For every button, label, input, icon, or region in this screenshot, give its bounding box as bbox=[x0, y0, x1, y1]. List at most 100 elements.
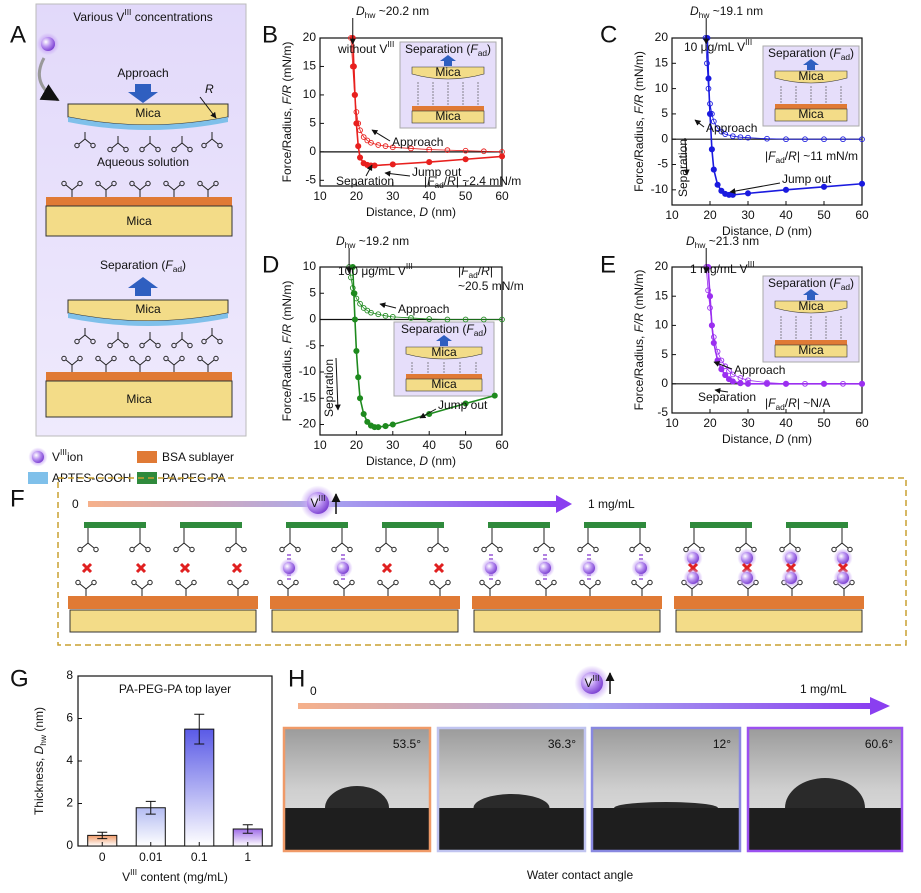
oxygen bbox=[831, 546, 837, 553]
bond bbox=[581, 542, 589, 549]
radius-label: R bbox=[205, 82, 214, 96]
data-point bbox=[360, 305, 367, 311]
data-point bbox=[840, 136, 846, 143]
x-tick-label: 30 bbox=[741, 208, 755, 222]
bond bbox=[173, 359, 181, 366]
y-tick-label: 0 bbox=[661, 376, 668, 390]
legend-swatch bbox=[28, 472, 48, 484]
y-axis-label-part: F/R bbox=[632, 313, 646, 333]
data-point bbox=[820, 380, 828, 387]
data-point bbox=[426, 159, 433, 166]
data-point bbox=[426, 316, 433, 322]
inset-arrow bbox=[803, 289, 819, 300]
y-tick-label: 2 bbox=[66, 796, 73, 810]
bond bbox=[489, 583, 497, 590]
adhesion-label-part: / bbox=[478, 264, 482, 278]
ion bbox=[687, 572, 699, 584]
inset-title-part: F bbox=[470, 42, 478, 56]
x-tick-label: 50 bbox=[459, 438, 473, 452]
data-point bbox=[726, 368, 732, 374]
bond bbox=[589, 583, 597, 590]
data-point bbox=[356, 395, 364, 402]
bond bbox=[545, 583, 553, 590]
data-point bbox=[764, 135, 770, 142]
substrate bbox=[437, 808, 586, 852]
data-point bbox=[360, 410, 367, 418]
y-tick-label: 5 bbox=[661, 347, 668, 361]
mica-block bbox=[675, 609, 863, 633]
x-tick-label: 0 bbox=[99, 850, 106, 864]
dhw-label-part: ~19.2 nm bbox=[355, 234, 409, 248]
data-point bbox=[355, 143, 362, 150]
y-axis-label-part: Force/Radius, bbox=[632, 114, 646, 192]
oxygen bbox=[90, 142, 96, 149]
panel-letter: G bbox=[10, 665, 29, 692]
inset-mica bbox=[411, 110, 485, 124]
panel-letter: H bbox=[288, 665, 305, 692]
data-point bbox=[371, 162, 378, 169]
data-point bbox=[722, 363, 729, 370]
panel-a-heading-part: Various V bbox=[73, 10, 124, 24]
bond bbox=[78, 334, 86, 341]
x-tick-label: 60 bbox=[855, 208, 869, 222]
inset-mica-label: Mica bbox=[798, 69, 824, 83]
bond bbox=[177, 542, 185, 549]
y-axis-label-part: Force/Radius, bbox=[632, 332, 646, 410]
data-point bbox=[462, 400, 469, 407]
oxygen bbox=[163, 355, 169, 362]
oxygen bbox=[95, 355, 101, 362]
oxygen bbox=[129, 180, 135, 187]
bond bbox=[483, 583, 491, 590]
x-tick-label: 40 bbox=[423, 189, 437, 203]
data-point bbox=[353, 347, 360, 355]
oxygen bbox=[145, 355, 151, 362]
data-point bbox=[706, 110, 714, 117]
oxygen bbox=[631, 579, 637, 586]
panel-a-heading: Various VIII concentrations bbox=[73, 7, 213, 24]
annotation-arrow bbox=[683, 137, 690, 176]
oxygen bbox=[145, 546, 151, 553]
condition-label-part: 1 mg/mL V bbox=[690, 262, 748, 276]
bond bbox=[783, 542, 791, 549]
annotation-arrow bbox=[334, 357, 341, 411]
bsa-layer bbox=[68, 596, 258, 609]
adhesion-label-part: R bbox=[447, 174, 456, 188]
ion-symbol: VIII bbox=[585, 673, 600, 690]
oxygen bbox=[213, 355, 219, 362]
data-point bbox=[729, 191, 736, 198]
data-point bbox=[375, 311, 382, 318]
y-axis-label-part: F/R bbox=[280, 324, 294, 344]
oxygen bbox=[225, 546, 231, 553]
adhesion-label-part: F bbox=[461, 264, 469, 278]
jump-label: Jump out bbox=[412, 165, 462, 179]
oxygen bbox=[217, 142, 223, 149]
bond bbox=[537, 542, 545, 549]
data-point bbox=[368, 309, 374, 316]
oxygen bbox=[91, 579, 97, 586]
y-axis-label-part: (mN/m) bbox=[632, 51, 646, 94]
bond bbox=[111, 338, 119, 345]
data-point bbox=[718, 366, 725, 373]
plot-frame bbox=[671, 37, 863, 206]
bond bbox=[139, 184, 147, 191]
separation-arrow bbox=[128, 277, 158, 296]
data-point bbox=[480, 148, 487, 155]
y-tick-label: 5 bbox=[309, 285, 316, 299]
oxygen bbox=[77, 355, 83, 362]
y-tick-label: 10 bbox=[655, 81, 669, 95]
bond bbox=[543, 542, 551, 549]
data-point bbox=[737, 380, 744, 387]
x-tick-label: 20 bbox=[350, 438, 364, 452]
condition-label-part: without V bbox=[337, 42, 387, 56]
x-tick-label: 30 bbox=[741, 416, 755, 430]
peg-chain bbox=[690, 522, 752, 528]
curved-arrow bbox=[37, 57, 60, 102]
inset-mica bbox=[774, 70, 848, 84]
y-axis-label-part: Force/Radius, bbox=[280, 104, 294, 182]
bond bbox=[587, 542, 595, 549]
data-point bbox=[782, 380, 790, 387]
data-point bbox=[714, 125, 721, 131]
bond bbox=[179, 583, 187, 590]
bond bbox=[65, 359, 73, 366]
gradient-end: 1 mg/mL bbox=[800, 682, 847, 696]
